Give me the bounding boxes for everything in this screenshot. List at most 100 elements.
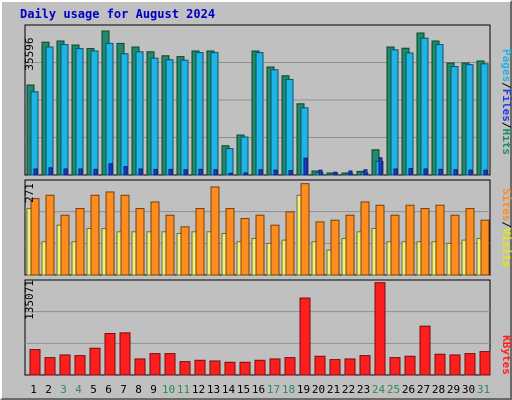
bar-files-day-26 bbox=[405, 52, 414, 176]
bar-files-day-13 bbox=[210, 52, 219, 176]
bar-sites-day-29 bbox=[450, 214, 460, 276]
bar-sites-day-23 bbox=[360, 201, 370, 276]
x-tick-label-day-7: 7 bbox=[120, 383, 127, 396]
bar-kbytes-day-16 bbox=[254, 359, 266, 376]
y-max-label-bottom: 135071 bbox=[23, 280, 36, 320]
bar-pages-day-24 bbox=[378, 157, 383, 176]
bar-sites-day-13 bbox=[210, 186, 220, 276]
bar-sites-day-10 bbox=[165, 214, 175, 276]
bar-sites-day-28 bbox=[435, 204, 445, 276]
bar-files-day-9 bbox=[150, 57, 159, 176]
bar-pages-day-20 bbox=[318, 169, 323, 176]
bar-pages-day-19 bbox=[303, 157, 308, 176]
x-tick-label-day-3: 3 bbox=[60, 383, 67, 396]
legend-middle: Sites/Visits bbox=[500, 188, 512, 268]
bar-sites-day-24 bbox=[375, 204, 385, 276]
x-tick-label-day-2: 2 bbox=[45, 383, 52, 396]
x-tick-label-day-15: 15 bbox=[237, 383, 250, 396]
bar-pages-day-25 bbox=[393, 168, 398, 176]
bar-kbytes-day-4 bbox=[74, 355, 86, 376]
bar-kbytes-day-3 bbox=[59, 354, 71, 376]
bar-files-day-10 bbox=[165, 59, 174, 176]
bar-pages-day-30 bbox=[468, 169, 473, 176]
bar-kbytes-day-17 bbox=[269, 358, 281, 376]
bar-files-day-2 bbox=[45, 46, 54, 176]
legend-bottom: KBytes bbox=[500, 335, 512, 375]
bar-files-day-7 bbox=[120, 53, 129, 176]
bar-kbytes-day-1 bbox=[29, 349, 41, 376]
bar-files-day-25 bbox=[390, 49, 399, 176]
x-axis-labels: 1 2 3 4 5 6 7 8 9 10 11 12 13 14 15 16 17 18 19 20 21 22 23 24 2… bbox=[30, 383, 490, 396]
bar-pages-day-6 bbox=[108, 163, 113, 176]
bar-files-day-29 bbox=[450, 66, 459, 176]
bar-kbytes-day-12 bbox=[194, 359, 206, 376]
bar-files-day-5 bbox=[90, 50, 99, 176]
bar-kbytes-day-23 bbox=[359, 355, 371, 376]
x-tick-label-day-9: 9 bbox=[150, 383, 157, 396]
x-tick-label-day-30: 30 bbox=[462, 383, 475, 396]
bar-files-day-6 bbox=[105, 42, 114, 176]
bar-kbytes-day-14 bbox=[224, 361, 236, 376]
bar-files-day-8 bbox=[135, 51, 144, 176]
bar-pages-day-31 bbox=[483, 169, 488, 176]
bar-pages-day-11 bbox=[183, 169, 188, 176]
x-tick-label-day-4: 4 bbox=[75, 383, 82, 396]
x-tick-label-day-17: 17 bbox=[267, 383, 280, 396]
legend-sep-1: / bbox=[500, 82, 512, 89]
bar-files-day-31 bbox=[480, 63, 489, 176]
bar-pages-day-4 bbox=[78, 168, 83, 176]
panel-visits-sites bbox=[24, 179, 491, 276]
x-tick-label-day-13: 13 bbox=[207, 383, 220, 396]
bar-files-day-16 bbox=[255, 52, 264, 176]
x-tick-label-day-19: 19 bbox=[297, 383, 310, 396]
x-tick-label-day-14: 14 bbox=[222, 383, 236, 396]
bar-files-day-30 bbox=[465, 64, 474, 176]
bar-kbytes-day-21 bbox=[329, 359, 341, 376]
bar-sites-day-14 bbox=[225, 208, 235, 276]
legend-sep-2: / bbox=[500, 122, 512, 129]
bar-pages-day-21 bbox=[333, 171, 338, 176]
bar-pages-day-9 bbox=[153, 168, 158, 176]
legend-sep-3: / bbox=[500, 221, 512, 228]
x-tick-label-day-8: 8 bbox=[135, 383, 142, 396]
x-tick-label-day-16: 16 bbox=[252, 383, 265, 396]
bar-sites-day-15 bbox=[240, 218, 250, 276]
bar-kbytes-day-6 bbox=[104, 333, 116, 376]
bar-sites-day-18 bbox=[285, 211, 295, 276]
legend-hits: Hits bbox=[500, 129, 512, 156]
y-max-label-middle: 271 bbox=[23, 183, 36, 203]
bar-kbytes-day-28 bbox=[434, 353, 446, 376]
x-tick-label-day-6: 6 bbox=[105, 383, 112, 396]
bar-pages-day-7 bbox=[123, 166, 128, 176]
bar-sites-day-8 bbox=[135, 208, 145, 276]
chart-title: Daily usage for August 2024 bbox=[20, 7, 216, 21]
bar-pages-day-26 bbox=[408, 168, 413, 176]
bar-pages-day-8 bbox=[138, 168, 143, 176]
bar-kbytes-day-7 bbox=[119, 332, 131, 376]
bar-files-day-4 bbox=[75, 48, 84, 176]
bar-kbytes-day-20 bbox=[314, 355, 326, 376]
bar-kbytes-day-2 bbox=[44, 357, 56, 376]
x-tick-label-day-31: 31 bbox=[477, 383, 490, 396]
x-tick-label-day-22: 22 bbox=[342, 383, 355, 396]
x-tick-label-day-12: 12 bbox=[192, 383, 205, 396]
legend-sites: Sites bbox=[500, 188, 512, 221]
bar-pages-day-12 bbox=[198, 168, 203, 176]
bar-kbytes-day-29 bbox=[449, 354, 461, 376]
bar-files-day-17 bbox=[270, 69, 279, 176]
bar-pages-day-14 bbox=[228, 172, 233, 176]
bar-pages-day-3 bbox=[63, 168, 68, 176]
bar-sites-day-17 bbox=[270, 224, 280, 276]
bar-sites-day-9 bbox=[150, 201, 160, 276]
bar-pages-day-22 bbox=[348, 170, 353, 176]
x-tick-label-day-5: 5 bbox=[90, 383, 97, 396]
x-tick-label-day-25: 25 bbox=[387, 383, 400, 396]
bar-sites-day-11 bbox=[180, 226, 190, 276]
x-tick-label-day-10: 10 bbox=[162, 383, 175, 396]
bar-kbytes-day-19 bbox=[299, 297, 311, 376]
x-tick-label-day-24: 24 bbox=[372, 383, 386, 396]
x-tick-label-day-23: 23 bbox=[357, 383, 370, 396]
x-tick-label-day-18: 18 bbox=[282, 383, 295, 396]
bar-kbytes-day-11 bbox=[179, 361, 191, 376]
